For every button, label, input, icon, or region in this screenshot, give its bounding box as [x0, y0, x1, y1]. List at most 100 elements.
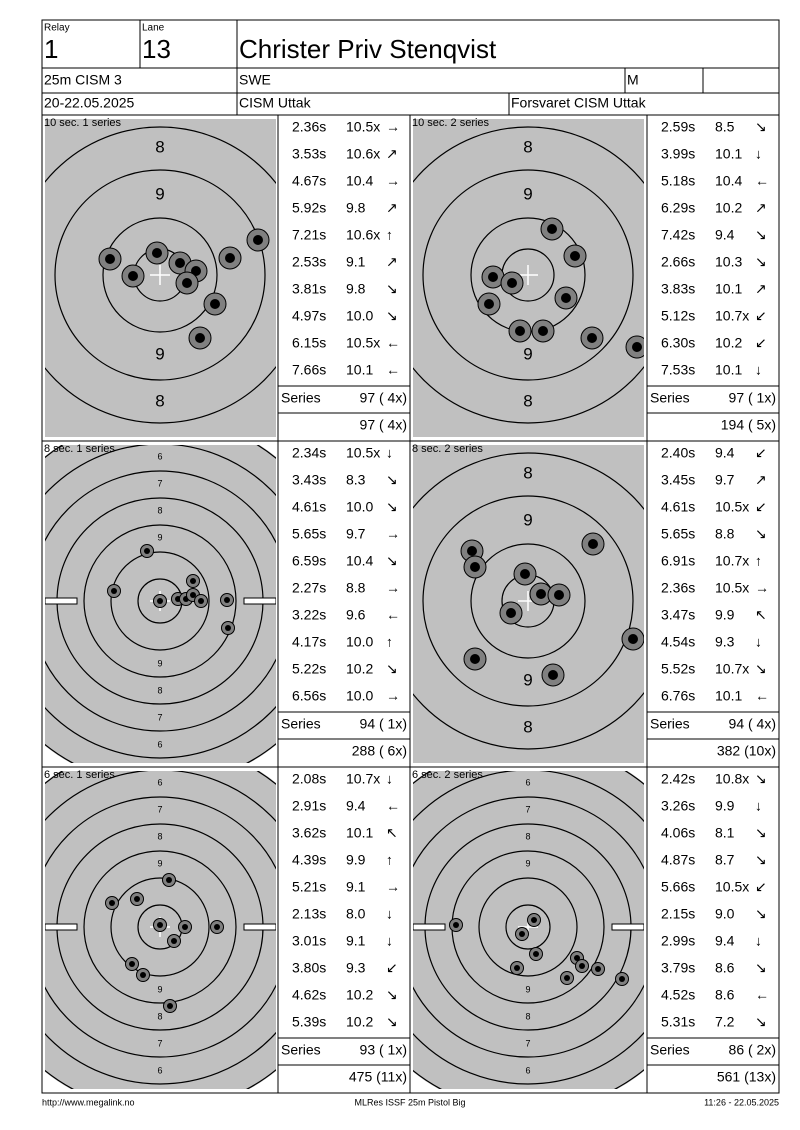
ring-label: 9: [157, 532, 162, 542]
series-label: Series: [281, 716, 321, 732]
shot-time: 3.80s: [292, 960, 326, 976]
target-face: 5566778899: [45, 445, 276, 763]
shot-direction: ↓: [755, 362, 762, 378]
target: 8 8 9 9: [413, 119, 644, 437]
shot-direction: ↓: [386, 771, 393, 787]
shot-score: 10.2: [346, 1014, 373, 1030]
ring: [110, 877, 210, 977]
ring: [45, 771, 276, 1085]
series-label: Series: [281, 390, 321, 406]
shot-direction: ←: [386, 362, 400, 378]
side-bar: [45, 923, 78, 931]
shot-score: 8.3: [346, 472, 366, 488]
shot-score: 9.4: [715, 227, 735, 243]
hit-core: [538, 326, 548, 336]
shot-time: 4.67s: [292, 173, 326, 189]
shot-score: 10.3: [715, 254, 742, 270]
shot-direction: ←: [755, 688, 769, 704]
shot-direction: ↓: [755, 146, 762, 162]
hit-core: [157, 922, 163, 928]
shot-time: 3.62s: [292, 825, 326, 841]
shot-direction: ↘: [755, 526, 767, 542]
hit-core: [253, 235, 263, 245]
shot-score: 10.2: [346, 987, 373, 1003]
hit-core: [588, 539, 598, 549]
hit-core: [182, 924, 188, 930]
shot-time: 4.87s: [661, 852, 695, 868]
shot-score: 10.2: [715, 335, 742, 351]
shot-score: 9.4: [715, 933, 735, 949]
lane-label: Lane: [142, 23, 165, 34]
shot-time: 2.42s: [661, 771, 695, 787]
hit-core: [507, 278, 517, 288]
side-bar: [611, 923, 644, 931]
ring-label: 9: [525, 984, 530, 994]
hit-core: [533, 951, 539, 957]
shot-direction: ↑: [386, 852, 393, 868]
hit-core: [574, 955, 580, 961]
shot-score: 10.6x: [346, 227, 380, 243]
target-face: 8 8 9 9: [413, 119, 644, 437]
hit-core: [595, 966, 601, 972]
hit-core: [190, 578, 196, 584]
shot-score: 9.9: [715, 607, 735, 623]
ring: [83, 524, 237, 678]
shot-time: 6.30s: [661, 335, 695, 351]
shot-score: 10.7x: [715, 308, 749, 324]
shot-time: 3.79s: [661, 960, 695, 976]
shot-time: 2.91s: [292, 798, 326, 814]
target-face: 8 8 9 9: [413, 445, 644, 763]
ring-label: 6: [525, 1065, 530, 1075]
ring-label: 9: [525, 858, 530, 868]
shot-time: 5.92s: [292, 200, 326, 216]
target-face: 5566778899: [45, 771, 276, 1089]
ring: [110, 551, 210, 651]
ring: [102, 217, 218, 333]
shot-time: 7.66s: [292, 362, 326, 378]
shot-direction: →: [386, 879, 400, 895]
hit-core: [536, 589, 546, 599]
shot-direction: ↓: [755, 798, 762, 814]
footer-right: 11:26 - 22.05.2025: [704, 1097, 779, 1107]
hit-core: [166, 877, 172, 883]
ring-label: 6: [525, 777, 530, 787]
shot-score: 9.8: [346, 281, 366, 297]
shot-time: 2.36s: [661, 580, 695, 596]
shot-direction: ↙: [755, 879, 767, 895]
ring-label: 8: [525, 1011, 530, 1021]
lane: 13: [142, 34, 171, 64]
shot-time: 5.39s: [292, 1014, 326, 1030]
shot-time: 2.34s: [292, 445, 326, 461]
shot-direction: ↗: [386, 254, 398, 270]
shot-score: 7.2: [715, 1014, 735, 1030]
ring-label: 8: [523, 391, 532, 410]
shot-direction: ↘: [755, 960, 767, 976]
panel-title: 8 sec. 1 series: [44, 443, 115, 455]
shot-score: 10.7x: [715, 661, 749, 677]
target: 8 8 9 9: [45, 119, 276, 437]
competition: CISM Uttak: [239, 95, 312, 111]
ring-label: 9: [155, 184, 164, 203]
shot-direction: ↘: [755, 661, 767, 677]
shot-time: 6.76s: [661, 688, 695, 704]
hit-core: [225, 253, 235, 263]
shot-score: 9.3: [346, 960, 366, 976]
hit-core: [548, 670, 558, 680]
hit-core: [152, 248, 162, 258]
shot-score: 10.1: [715, 688, 742, 704]
shot-score: 10.5x: [346, 445, 380, 461]
hit-core: [214, 924, 220, 930]
target: 8 8 9 9: [413, 445, 644, 763]
shot-time: 4.61s: [661, 499, 695, 515]
shot-direction: ↓: [755, 634, 762, 650]
hit-core: [109, 900, 115, 906]
ring: [413, 126, 644, 424]
shot-score: 8.1: [715, 825, 735, 841]
shot-direction: ↓: [386, 906, 393, 922]
shot-score: 10.6x: [346, 146, 380, 162]
hit-core: [210, 299, 220, 309]
shot-score: 10.4: [346, 553, 373, 569]
shot-time: 7.42s: [661, 227, 695, 243]
shot-time: 5.52s: [661, 661, 695, 677]
shot-time: 2.40s: [661, 445, 695, 461]
